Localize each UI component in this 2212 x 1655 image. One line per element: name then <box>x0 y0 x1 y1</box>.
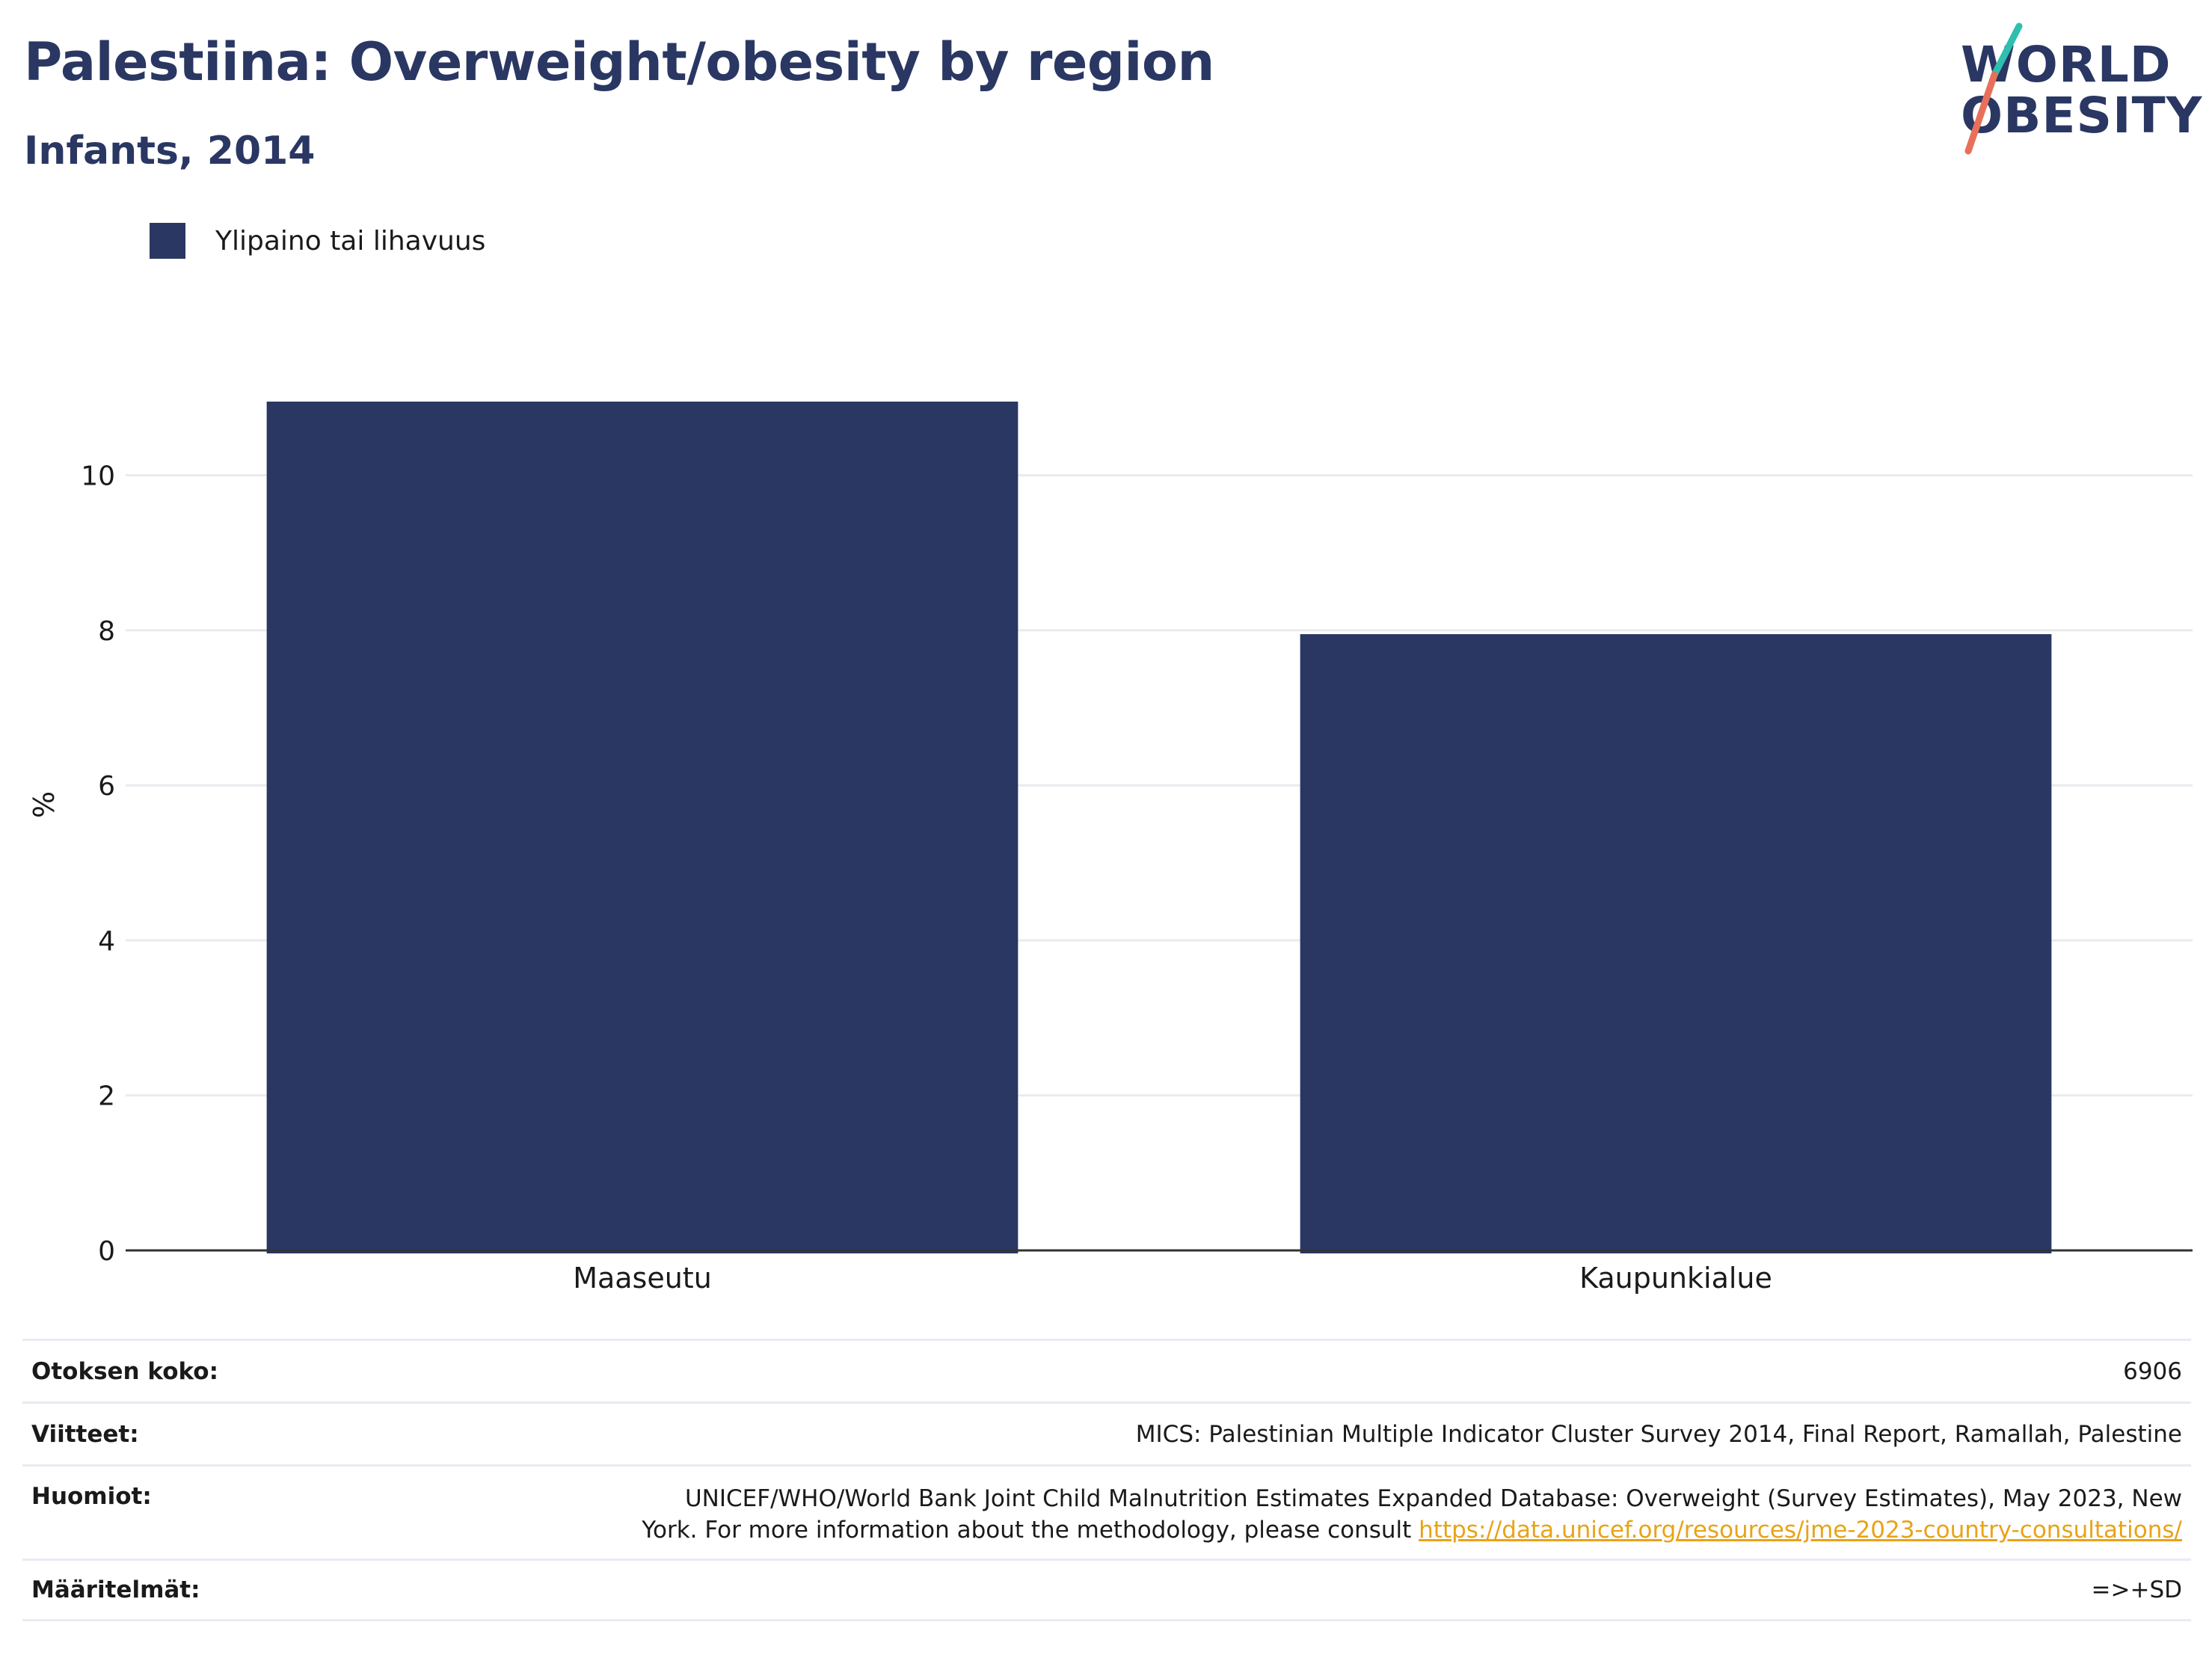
info-label: Viitteet: <box>31 1420 139 1448</box>
y-tick-label: 4 <box>98 926 115 957</box>
info-value: UNICEF/WHO/World Bank Joint Child Malnut… <box>642 1483 2182 1546</box>
y-axis-label: % <box>28 791 61 818</box>
y-tick-label: 8 <box>98 616 115 647</box>
bar-chart: 0 2 4 6 8 10% Maaseutu Kaupunkialue <box>28 402 2193 1295</box>
x-tick-label: Maaseutu <box>573 1262 712 1295</box>
x-tick-label: Kaupunkialue <box>1579 1262 1772 1295</box>
logo-text-obesity: OBESITY <box>1961 87 2203 144</box>
info-value: MICS: Palestinian Multiple Indicator Clu… <box>1135 1420 2182 1448</box>
chart-subtitle: Infants, 2014 <box>24 129 316 174</box>
logo-slash-icon <box>1964 22 2023 155</box>
info-table: Otoksen koko: 6906 Viitteet: MICS: Pales… <box>22 1339 2191 1621</box>
info-row-sample-size: Otoksen koko: 6906 <box>22 1339 2191 1401</box>
legend-swatch <box>150 223 185 259</box>
info-label: Otoksen koko: <box>31 1357 218 1385</box>
info-value: =>+SD <box>2091 1576 2182 1603</box>
info-row-notes: Huomiot: UNICEF/WHO/World Bank Joint Chi… <box>22 1464 2191 1559</box>
bar-maaseutu <box>266 402 1019 1253</box>
info-row-definitions: Määritelmät: =>+SD <box>22 1559 2191 1621</box>
bar-kaupunkialue <box>1300 633 2052 1253</box>
y-tick-label: 10 <box>81 461 115 491</box>
info-row-references: Viitteet: MICS: Palestinian Multiple Ind… <box>22 1401 2191 1464</box>
world-obesity-logo: WORLD OBESITY <box>1952 22 2203 157</box>
info-label: Määritelmät: <box>31 1576 200 1603</box>
chart-title: Palestiina: Overweight/obesity by region <box>24 31 1214 93</box>
info-value: 6906 <box>2123 1357 2182 1385</box>
info-label: Huomiot: <box>31 1483 152 1510</box>
legend-label: Ylipaino tai lihavuus <box>215 225 486 257</box>
notes-line-2: York. For more information about the met… <box>642 1517 1412 1544</box>
y-tick-label: 0 <box>98 1236 115 1267</box>
y-tick-label: 6 <box>98 771 115 802</box>
chart-legend: Ylipaino tai lihavuus <box>150 223 485 259</box>
methodology-link[interactable]: https://data.unicef.org/resources/jme-20… <box>1419 1517 2182 1544</box>
notes-line-1: UNICEF/WHO/World Bank Joint Child Malnut… <box>684 1485 2182 1512</box>
y-tick-label: 2 <box>98 1081 115 1112</box>
